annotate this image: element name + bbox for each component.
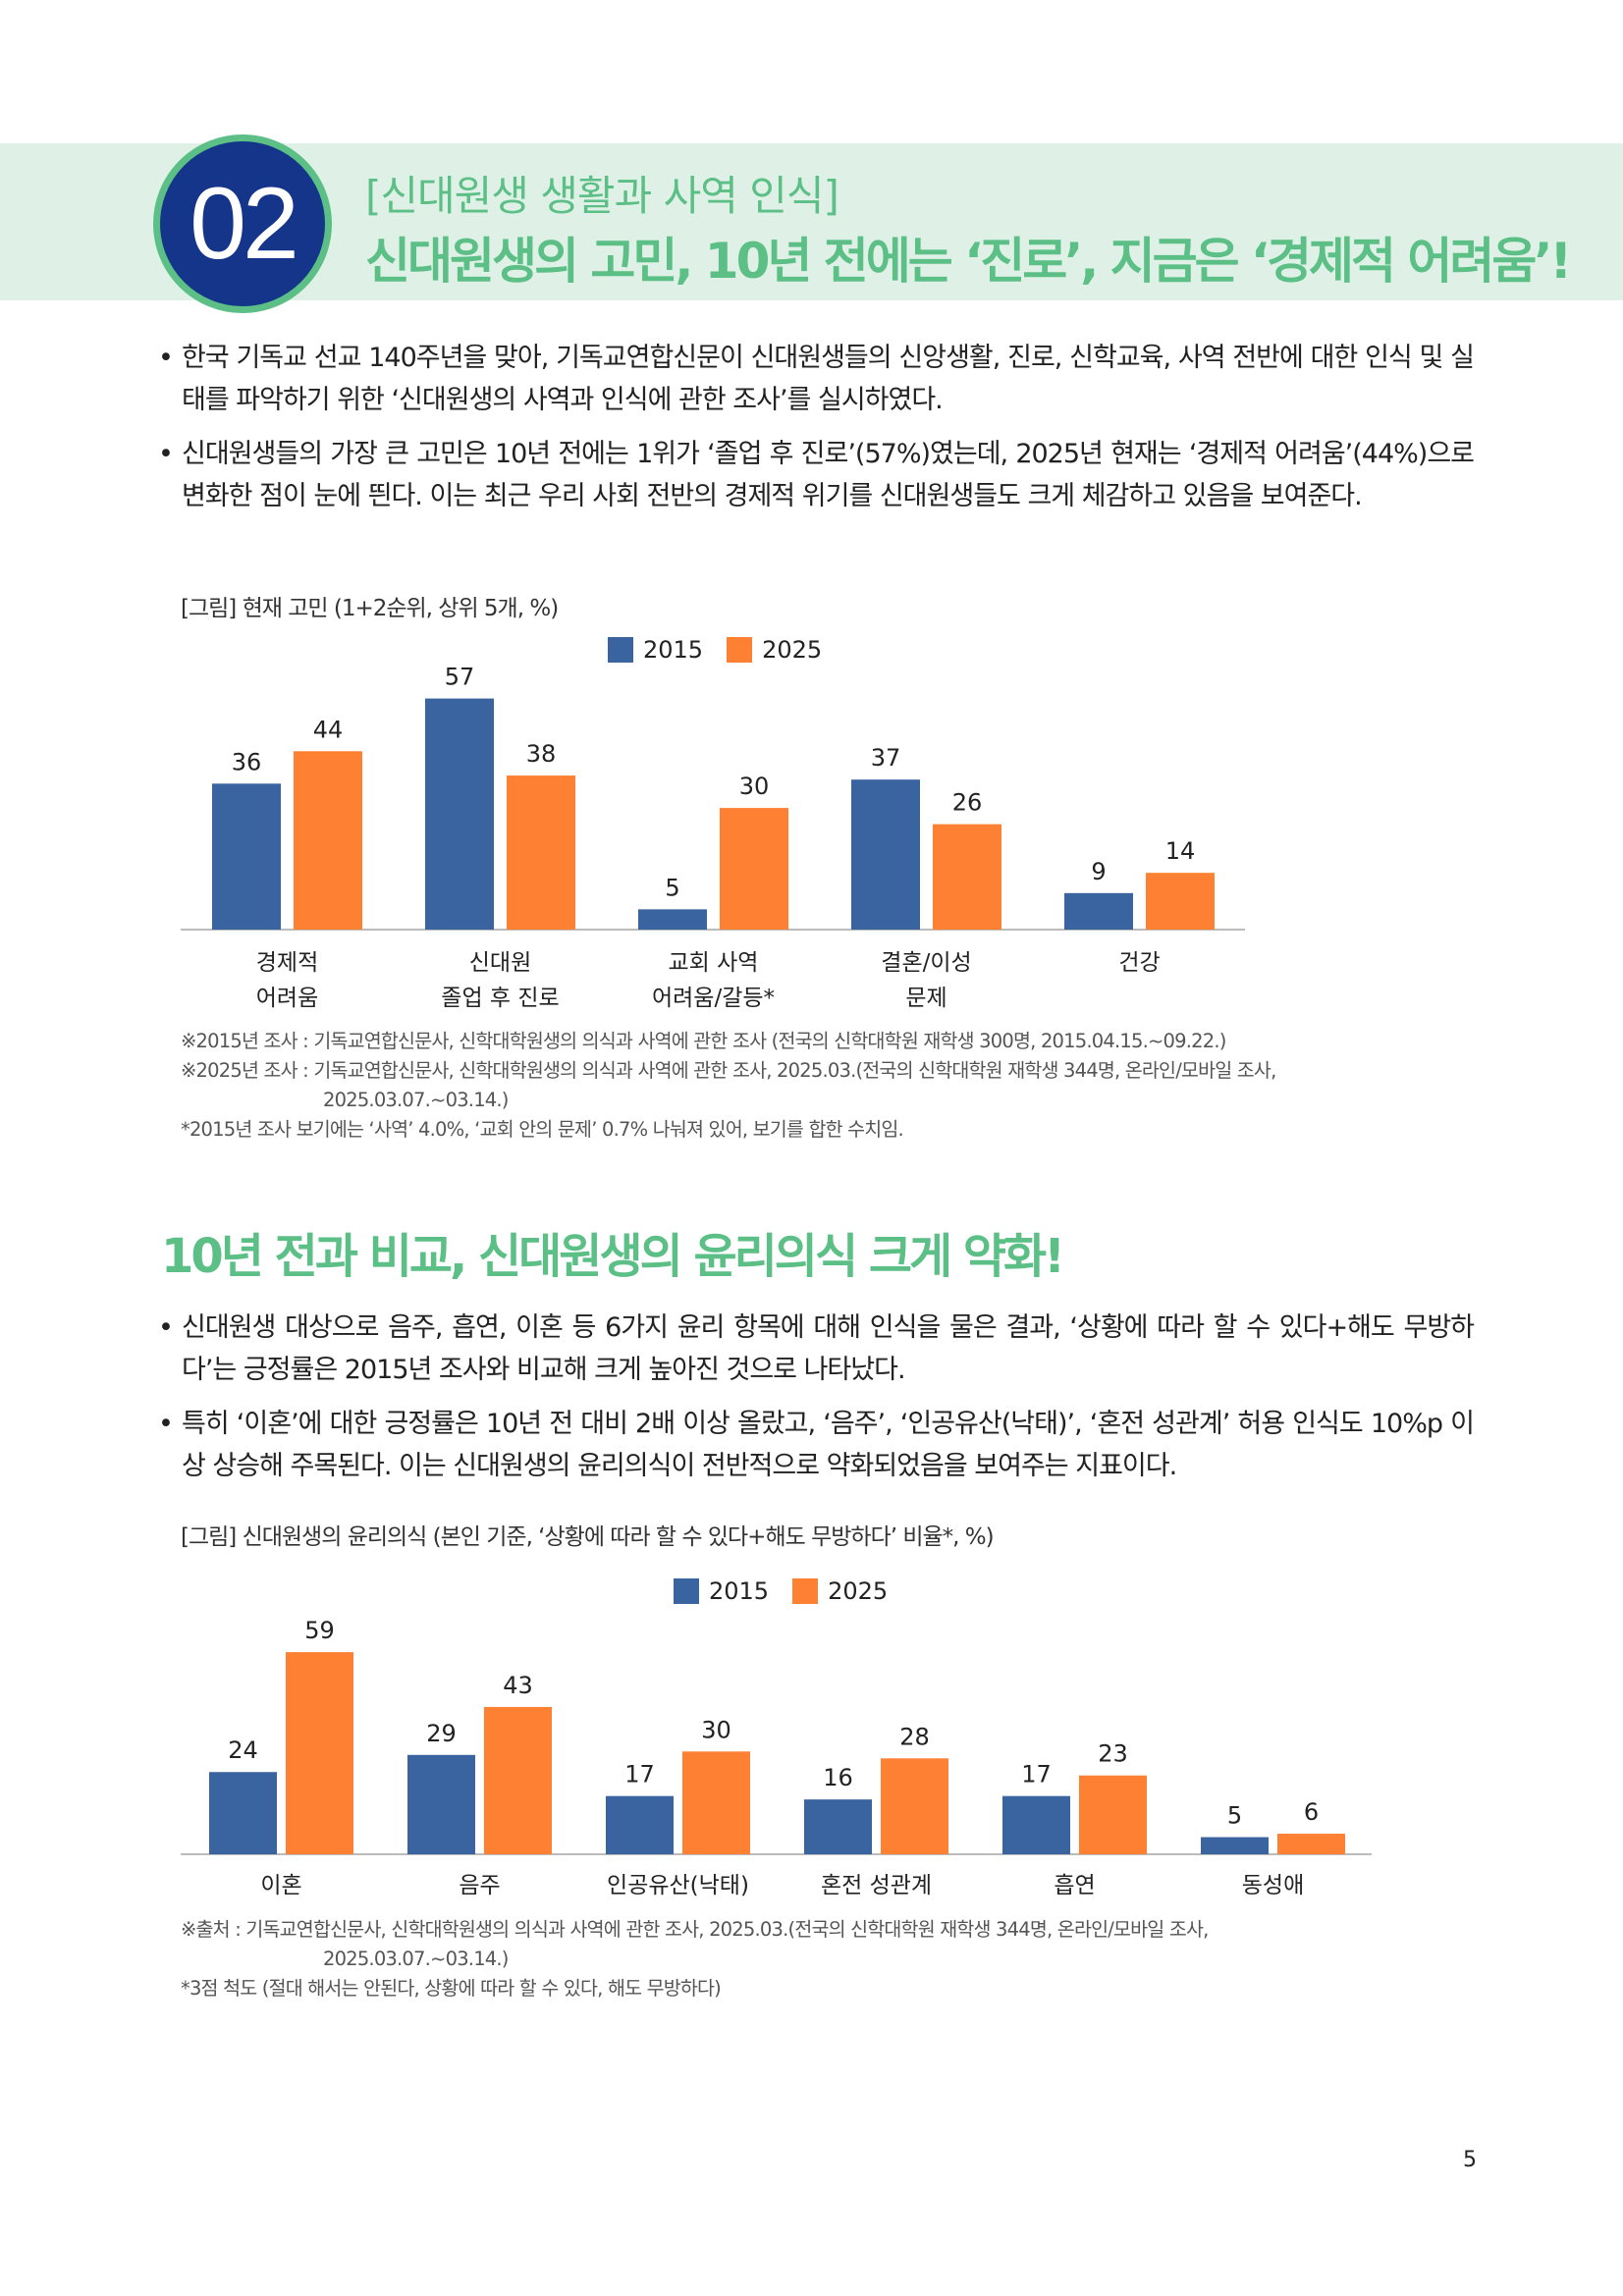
data-label: 36 bbox=[232, 748, 262, 775]
section-number-badge: 02 bbox=[153, 134, 332, 313]
header-title: 신대원생의 고민, 10년 전에는 ‘진로’, 지금은 ‘경제적 어려움’! bbox=[365, 233, 1572, 290]
bar-2025 bbox=[294, 751, 362, 930]
bar-2015 bbox=[1201, 1837, 1269, 1854]
legend-label: 2025 bbox=[828, 1577, 889, 1605]
category-label: 문제 bbox=[905, 986, 947, 1011]
chart1-caption: [그림] 현재 고민 (1+2순위, 상위 5개, %) bbox=[181, 596, 559, 621]
bar-2015 bbox=[638, 909, 707, 930]
category-label: 결혼/이성 bbox=[881, 950, 971, 976]
category-label: 음주 bbox=[459, 1873, 500, 1898]
data-label: 23 bbox=[1098, 1740, 1128, 1768]
chart1-footnotes: ※2015년 조사 : 기독교연합신문사, 신학대학원생의 의식과 사역에 관한… bbox=[181, 1027, 1276, 1145]
page-number: 5 bbox=[1463, 2148, 1477, 2172]
data-label: 24 bbox=[228, 1736, 258, 1764]
bar-2015 bbox=[804, 1799, 872, 1854]
header-subtitle: [신대원생 생활과 사역 인식] bbox=[365, 172, 839, 220]
footnote: 2025.03.07.~03.14.) bbox=[323, 1089, 509, 1111]
footnote: ※2025년 조사 : 기독교연합신문사, 신학대학원생의 의식과 사역에 관한… bbox=[181, 1059, 1276, 1082]
footnote: ※2015년 조사 : 기독교연합신문사, 신학대학원생의 의식과 사역에 관한… bbox=[181, 1030, 1226, 1052]
category-label: 건강 bbox=[1118, 950, 1160, 976]
category-label: 졸업 후 진로 bbox=[441, 986, 559, 1011]
data-label: 17 bbox=[624, 1761, 655, 1789]
data-label: 5 bbox=[665, 874, 679, 901]
bar-2025 bbox=[720, 808, 788, 930]
data-label: 5 bbox=[1227, 1802, 1242, 1830]
data-label: 38 bbox=[526, 740, 557, 768]
bar-2015 bbox=[1064, 892, 1133, 930]
data-label: 30 bbox=[701, 1716, 731, 1743]
footnote: *2015년 조사 보기에는 ‘사역’ 4.0%, ‘교회 안의 문제’ 0.7… bbox=[181, 1118, 904, 1141]
legend-label: 2025 bbox=[762, 636, 823, 664]
chart2: 24 59 이혼 29 43 음주 17 30 인공유산(낙태) 16 28 혼전 성관계 17 23 흡연… bbox=[181, 1617, 1372, 1898]
bar-2015 bbox=[425, 698, 494, 930]
bullet-item: 한국 기독교 선교 140주년을 맞아, 기독교연합신문이 신대원생들의 신앙생… bbox=[158, 337, 1475, 421]
footnote: ※출처 : 기독교연합신문사, 신학대학원생의 의식과 사역에 관한 조사, 2… bbox=[181, 1918, 1209, 1941]
category-label: 혼전 성관계 bbox=[821, 1873, 932, 1898]
data-label: 57 bbox=[445, 664, 475, 691]
chart2-footnotes: ※출처 : 기독교연합신문사, 신학대학원생의 의식과 사역에 관한 조사, 2… bbox=[181, 1915, 1209, 2003]
data-label: 43 bbox=[503, 1672, 533, 1699]
bar-2025 bbox=[933, 824, 1001, 930]
legend-swatch-2025 bbox=[727, 637, 753, 663]
bar-2025 bbox=[682, 1751, 750, 1854]
bar-2015 bbox=[209, 1772, 277, 1854]
section2-bullets: 신대원생 대상으로 음주, 흡연, 이혼 등 6가지 윤리 항목에 대해 인식을… bbox=[158, 1307, 1475, 1499]
data-label: 9 bbox=[1091, 858, 1106, 885]
data-label: 59 bbox=[304, 1617, 335, 1644]
chart2-caption: [그림] 신대원생의 윤리의식 (본인 기준, ‘상황에 따라 할 수 있다+해… bbox=[181, 1524, 995, 1550]
category-label: 흡연 bbox=[1054, 1873, 1095, 1898]
category-label: 교회 사역 bbox=[669, 950, 759, 976]
category-label: 어려움/갈등* bbox=[652, 986, 775, 1011]
bar-2025 bbox=[507, 775, 575, 930]
bar-2025 bbox=[1079, 1775, 1147, 1854]
bar-2025 bbox=[484, 1706, 552, 1854]
bar-2025 bbox=[286, 1652, 353, 1854]
data-label: 30 bbox=[739, 773, 770, 800]
legend-swatch-2015 bbox=[608, 637, 633, 663]
chart1-legend: 2015 2025 bbox=[608, 636, 822, 664]
bullet-item: 신대원생 대상으로 음주, 흡연, 이혼 등 6가지 윤리 항목에 대해 인식을… bbox=[158, 1307, 1475, 1391]
data-label: 14 bbox=[1165, 837, 1196, 865]
data-label: 6 bbox=[1304, 1798, 1319, 1826]
category-label: 경제적 bbox=[256, 950, 318, 976]
section-number: 02 bbox=[189, 166, 299, 281]
section2-title: 10년 전과 비교, 신대원생의 윤리의식 크게 약화! bbox=[161, 1229, 1065, 1284]
section1-bullets: 한국 기독교 선교 140주년을 맞아, 기독교연합신문이 신대원생들의 신앙생… bbox=[158, 337, 1475, 529]
legend-swatch-2015 bbox=[674, 1578, 699, 1604]
bullet-item: 신대원생들의 가장 큰 고민은 10년 전에는 1위가 ‘졸업 후 진로’(57… bbox=[158, 433, 1475, 517]
chart2-legend: 2015 2025 bbox=[674, 1577, 888, 1605]
data-label: 44 bbox=[313, 716, 344, 743]
bar-2015 bbox=[851, 779, 920, 930]
legend-swatch-2025 bbox=[792, 1578, 819, 1604]
data-label: 29 bbox=[426, 1720, 457, 1747]
bar-2025 bbox=[1146, 873, 1215, 930]
data-label: 26 bbox=[952, 789, 983, 817]
bar-2015 bbox=[1002, 1795, 1070, 1854]
bullet-item: 특히 ‘이혼’에 대한 긍정률은 10년 전 대비 2배 이상 올랐고, ‘음주… bbox=[158, 1403, 1475, 1487]
legend-label: 2015 bbox=[709, 1577, 770, 1605]
category-label: 어려움 bbox=[256, 986, 318, 1011]
category-label: 이혼 bbox=[260, 1873, 301, 1898]
bar-2015 bbox=[407, 1754, 475, 1854]
footnote: 2025.03.07.~03.14.) bbox=[323, 1948, 509, 1970]
bar-2015 bbox=[212, 783, 281, 930]
footnote: *3점 척도 (절대 해서는 안된다, 상황에 따라 할 수 있다, 해도 무방… bbox=[181, 1977, 722, 2000]
data-label: 28 bbox=[899, 1723, 930, 1750]
bar-2025 bbox=[881, 1758, 948, 1854]
category-label: 인공유산(낙태) bbox=[607, 1873, 749, 1898]
data-label: 17 bbox=[1021, 1761, 1052, 1789]
bar-2025 bbox=[1277, 1834, 1345, 1854]
legend-label: 2015 bbox=[643, 636, 704, 664]
data-label: 37 bbox=[871, 744, 901, 772]
data-label: 16 bbox=[823, 1764, 853, 1791]
category-label: 신대원 bbox=[469, 950, 531, 976]
bar-2015 bbox=[606, 1795, 674, 1854]
category-label: 동성애 bbox=[1242, 1873, 1304, 1898]
